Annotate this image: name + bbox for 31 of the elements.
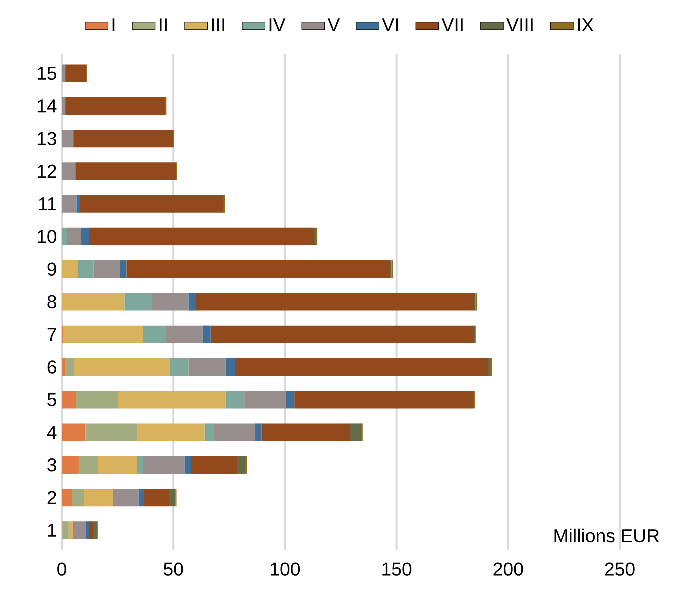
- x-tick-label: 0: [58, 562, 66, 576]
- x-axis-title: Millions EUR: [554, 528, 660, 543]
- y-tick-label: 14: [38, 100, 57, 113]
- y-tick-label: 6: [48, 360, 56, 374]
- legend-label: VI: [382, 18, 398, 32]
- y-tick-label: 13: [38, 132, 56, 146]
- y-tick-label: 11: [39, 198, 56, 211]
- x-tick-label: 100: [271, 562, 300, 576]
- y-tick-label: 15: [38, 67, 57, 80]
- x-tick-label: 50: [164, 562, 184, 576]
- y-tick-label: 12: [38, 164, 56, 178]
- legend-label: VII: [442, 18, 463, 32]
- y-tick-label: 4: [47, 426, 57, 439]
- legend-label: IX: [578, 18, 594, 32]
- y-tick-label: 7: [48, 328, 56, 342]
- legend-label: IV: [270, 18, 286, 32]
- y-tick-label: 9: [48, 262, 56, 276]
- legend-label: II: [160, 18, 167, 32]
- x-tick-label: 150: [382, 562, 412, 576]
- y-tick-label: 8: [48, 295, 56, 309]
- legend-label: VIII: [506, 18, 533, 32]
- x-tick-label: 200: [494, 562, 524, 576]
- y-tick-label: 5: [48, 393, 57, 406]
- y-tick-label: 1: [48, 524, 56, 537]
- legend-label: I: [112, 18, 115, 32]
- y-tick-label: 3: [48, 458, 56, 472]
- legend-label: III: [212, 18, 224, 32]
- x-tick-label: 250: [605, 562, 635, 576]
- y-tick-label: 10: [38, 230, 57, 244]
- y-tick-label: 2: [48, 491, 56, 504]
- legend-label: V: [328, 18, 340, 32]
